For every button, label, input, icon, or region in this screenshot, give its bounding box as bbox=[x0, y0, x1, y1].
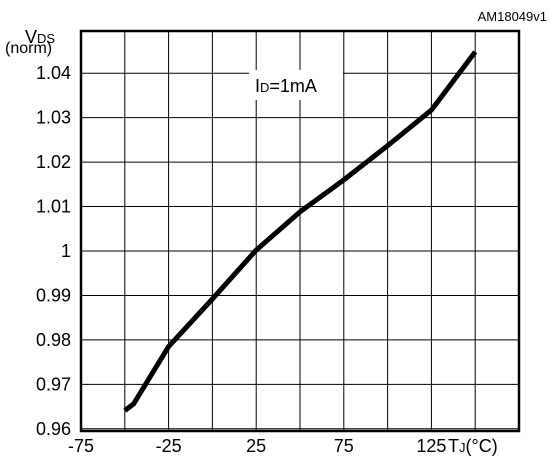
y-tick-label: 1.03 bbox=[36, 108, 71, 128]
y-tick-label: 0.97 bbox=[36, 374, 71, 394]
y-tick-label: 1.02 bbox=[36, 152, 71, 172]
y-axis-unit: (norm) bbox=[5, 40, 52, 57]
y-tick-label: 0.99 bbox=[36, 285, 71, 305]
y-tick-labels: 0.96 0.97 0.98 0.99 1 1.01 1.02 1.03 1.04 bbox=[36, 63, 71, 439]
x-tick-label: 25 bbox=[246, 436, 266, 456]
series-line bbox=[123, 50, 478, 413]
x-tick-label: -25 bbox=[156, 436, 182, 456]
y-tick-label: 1.01 bbox=[36, 197, 71, 217]
annotation-label: ID=1mA bbox=[255, 76, 317, 96]
annotation-background bbox=[249, 70, 343, 100]
x-tick-labels: -75 -25 25 75 125 bbox=[68, 436, 446, 456]
y-axis-label: VDS bbox=[25, 27, 55, 47]
y-tick-label: 0.96 bbox=[36, 419, 71, 439]
y-tick-label: 0.98 bbox=[36, 330, 71, 350]
plot-frame bbox=[79, 29, 521, 433]
y-tick-label: 1.04 bbox=[36, 63, 71, 83]
figure-id: AM18049v1 bbox=[478, 9, 547, 24]
x-axis-label: TJ(°C) bbox=[448, 436, 498, 456]
y-tick-label: 1 bbox=[61, 241, 71, 261]
x-tick-label: -75 bbox=[68, 436, 94, 456]
x-tick-label: 125 bbox=[416, 436, 446, 456]
x-tick-label: 75 bbox=[334, 436, 354, 456]
